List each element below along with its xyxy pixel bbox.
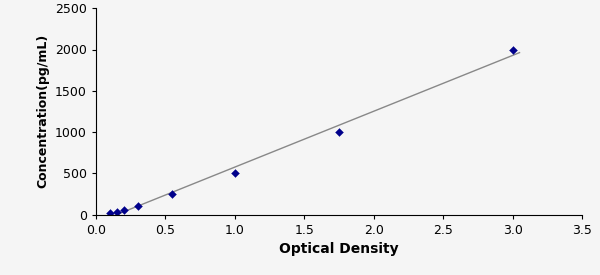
Point: [167, 192, 177, 196]
Point: [133, 204, 142, 208]
Point: [230, 171, 239, 175]
Y-axis label: Concentration(pg/mL): Concentration(pg/mL): [37, 34, 50, 188]
Point: [105, 211, 115, 216]
Point: [119, 207, 128, 212]
Point: [334, 130, 344, 134]
X-axis label: Optical Density: Optical Density: [279, 242, 399, 256]
Point: [508, 47, 517, 52]
Point: [112, 210, 122, 214]
